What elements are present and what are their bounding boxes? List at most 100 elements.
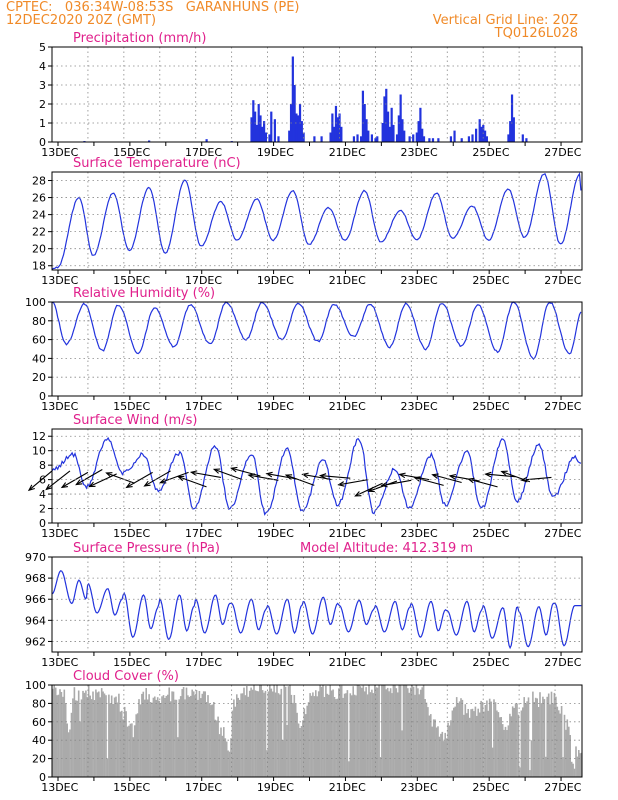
cloud-bar: [57, 694, 60, 777]
cloud-bar: [197, 699, 199, 777]
cloud-bar: [144, 699, 146, 777]
wind-vector: [266, 473, 297, 480]
precip-bar: [273, 119, 276, 142]
cloud-bar: [90, 699, 93, 777]
panel-frame-wind: [51, 428, 583, 524]
precip-bar: [449, 136, 453, 142]
wind-vector: [160, 471, 189, 484]
y-tick-label: 964: [25, 614, 46, 627]
panel-cloud: [48, 684, 583, 781]
x-tick-label: 17DEC: [185, 656, 222, 669]
wind-vector-head: [265, 471, 273, 478]
cloud-bar: [526, 701, 528, 777]
precip-bar: [399, 94, 402, 142]
cloud-bar: [302, 720, 304, 777]
wind-vector-head: [176, 475, 185, 482]
precip-bar: [361, 90, 365, 142]
cloud-bar: [238, 699, 241, 777]
cloud-bar: [578, 750, 580, 777]
x-tick-label: 13DEC: [41, 527, 78, 540]
precip-bar: [383, 96, 386, 142]
x-tick-label: 19DEC: [257, 781, 294, 794]
cloud-bar: [264, 690, 267, 777]
cloud-bar: [323, 697, 326, 777]
x-tick-label: 17DEC: [185, 146, 222, 159]
cloud-bar: [246, 686, 248, 777]
x-tick-label: 13DEC: [41, 400, 78, 413]
cloud-bar: [375, 687, 377, 777]
wind-vector: [106, 472, 135, 484]
precip-bar: [205, 139, 208, 142]
cloud-bar: [306, 705, 308, 777]
cloud-bar: [194, 695, 196, 777]
cloud-bar: [154, 696, 156, 777]
cloud-bar: [398, 685, 400, 777]
precip-bar: [408, 136, 411, 142]
x-tick-label: 23DEC: [401, 656, 438, 669]
cloud-bar: [221, 735, 224, 777]
panel-precip: [48, 46, 583, 146]
cloud-bar: [105, 695, 107, 777]
cloud-bar: [85, 690, 87, 777]
y-tick-label: 962: [25, 635, 46, 648]
cloud-bar: [313, 696, 316, 777]
cloud-bar: [527, 697, 530, 777]
y-tick-label: 40: [32, 352, 46, 365]
cloud-bar: [488, 698, 491, 777]
precip-bar: [288, 130, 291, 142]
cloud-bar: [213, 702, 215, 777]
cloud-bar: [493, 699, 495, 777]
cloud-bar: [231, 710, 234, 777]
cloud-bar: [276, 685, 278, 777]
cloud-bar: [517, 714, 520, 777]
panel-title-wind: Surface Wind (m/s): [73, 413, 197, 428]
precip-bar: [512, 117, 515, 142]
header-model-code: TQ0126L028: [494, 26, 578, 41]
header-grid-line: Vertical Grid Line: 20Z: [432, 13, 578, 28]
panel-frame-precip: [51, 46, 583, 143]
cloud-bar: [353, 694, 356, 777]
cloud-bar: [138, 699, 140, 777]
cloud-bar: [287, 686, 290, 777]
precip-bar: [268, 134, 271, 142]
cloud-bar: [414, 694, 416, 777]
cloud-bar: [532, 691, 534, 777]
cloud-bar: [103, 693, 106, 777]
y-tick-label: 3: [39, 79, 46, 92]
x-tick-label: 23DEC: [401, 781, 438, 794]
cloud-bar: [463, 714, 465, 777]
cloud-bar: [549, 704, 551, 777]
cloud-bar: [320, 686, 323, 777]
cloud-bar: [559, 713, 561, 777]
x-tick-label: 27DEC: [544, 527, 581, 540]
cloud-bar: [141, 693, 143, 777]
cloud-bar: [251, 689, 254, 777]
precip-bar: [422, 136, 426, 142]
cloud-bar: [110, 695, 113, 777]
cloud-bar: [215, 720, 218, 777]
pressure-series-line: [51, 570, 582, 650]
cloud-bar: [201, 693, 204, 777]
wind-vector: [468, 478, 498, 488]
cloud-bar: [178, 699, 181, 777]
precip-bar: [291, 56, 294, 142]
cloud-bar: [358, 685, 360, 777]
cloud-bar: [378, 685, 380, 777]
precip-bar: [397, 115, 400, 142]
precip-bar: [340, 126, 343, 142]
wind-vector: [178, 476, 207, 488]
cloud-bar: [507, 725, 510, 777]
cloud-bar: [450, 720, 452, 777]
cloud-bar: [372, 693, 375, 777]
cloud-bar: [296, 712, 298, 777]
precip-bar: [390, 107, 393, 142]
wind-vector-head: [484, 471, 492, 478]
cloud-bar: [395, 688, 398, 777]
wind-vector-head: [88, 481, 96, 488]
cloud-bar: [555, 696, 557, 777]
header-run-time: 12DEC2020 20Z (GMT): [6, 13, 157, 28]
precip-bar: [356, 134, 359, 142]
cloud-bar: [312, 692, 314, 777]
y-tick-label: 60: [32, 334, 46, 347]
cloud-bar: [174, 699, 176, 777]
